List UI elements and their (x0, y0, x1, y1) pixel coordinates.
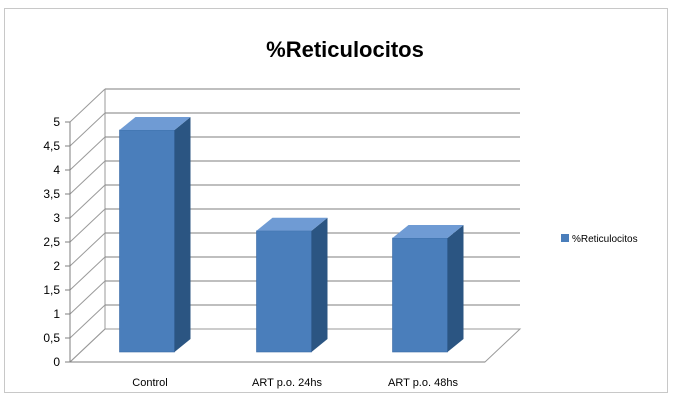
side-gridline (69, 136, 106, 171)
bar-side (311, 217, 328, 352)
bar (392, 237, 448, 353)
y-tick-label: 3 (53, 211, 60, 225)
y-tick-label: 4,5 (43, 139, 60, 153)
bar-side (174, 117, 191, 352)
legend-label: %Reticulocitos (572, 234, 638, 245)
y-tick-label: 3,5 (43, 187, 60, 201)
y-tick-label: 2,5 (43, 235, 60, 249)
legend-swatch (561, 234, 569, 242)
side-gridline (69, 304, 106, 339)
x-tick-label: Control (132, 377, 167, 389)
y-tick-label: 2 (53, 259, 60, 273)
y-tick-label: 1 (53, 307, 60, 321)
side-gridline (69, 256, 106, 291)
bar-top (392, 225, 464, 238)
bars (119, 117, 464, 353)
y-tick-label: 0,5 (43, 331, 60, 345)
side-gridline (69, 232, 106, 267)
x-axis: Control ART p.o. 24hs ART p.o. 48hs (132, 377, 458, 389)
bar-side (447, 225, 464, 352)
side-gridline (69, 88, 106, 123)
side-gridline (69, 328, 106, 363)
bar-top (256, 217, 328, 231)
bar (256, 230, 312, 353)
bar (119, 129, 175, 353)
side-gridline (69, 280, 106, 315)
side-gridline (69, 184, 106, 219)
y-tick-label: 1,5 (43, 283, 60, 297)
side-gridline (69, 208, 106, 243)
y-tick-label: 5 (53, 115, 60, 129)
side-gridline (69, 160, 106, 195)
side-gridline (69, 112, 106, 147)
x-tick-label: ART p.o. 48hs (388, 377, 458, 389)
legend: %Reticulocitos (561, 234, 638, 245)
y-axis: 0 0,5 1 1,5 2 2,5 3 3,5 4 4,5 5 (43, 115, 485, 369)
y-tick-label: 0 (53, 355, 60, 369)
x-tick-label: ART p.o. 24hs (252, 377, 322, 389)
y-tick-label: 4 (53, 163, 60, 177)
chart-title: %Reticulocitos (266, 37, 424, 62)
bar-top (119, 117, 191, 130)
